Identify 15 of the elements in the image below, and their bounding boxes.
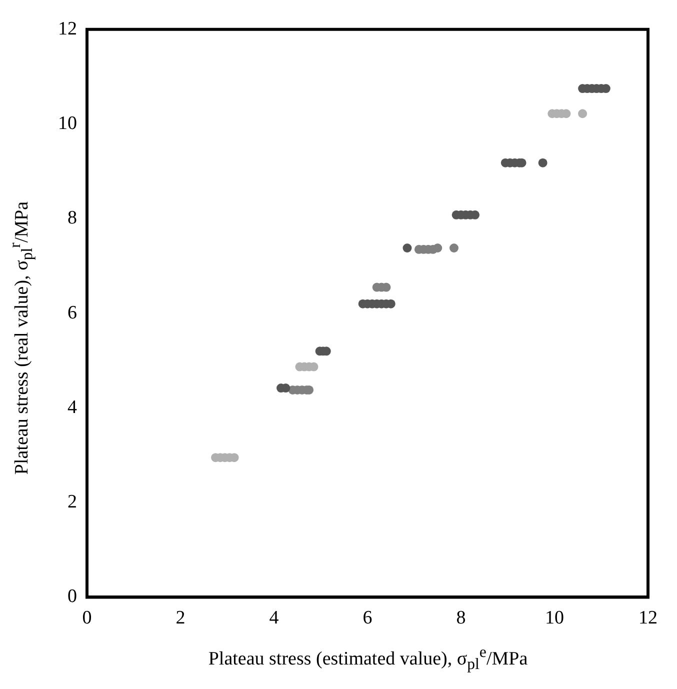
x-tick-label: 6	[362, 608, 372, 629]
x-tick-label: 8	[456, 608, 466, 629]
x-tick-label: 0	[82, 608, 92, 629]
y-tick-label: 8	[68, 208, 77, 229]
x-tick-label: 10	[545, 608, 564, 629]
y-tick-label: 4	[68, 396, 78, 418]
x-tick-label: 2	[176, 608, 186, 629]
y-tick-label: 2	[68, 492, 77, 513]
x-tick-label: 4	[269, 608, 280, 629]
x-tick-label: 12	[638, 608, 658, 629]
y-tick-label: 6	[68, 302, 77, 324]
y-tick-label: 0	[68, 586, 77, 608]
x-axis-title: Plateau stress (estimated value), σ$_{pl}$$^{e}$/MPa	[207, 644, 529, 674]
y-tick-label: 12	[58, 18, 77, 40]
y-tick-label: 10	[58, 113, 77, 134]
